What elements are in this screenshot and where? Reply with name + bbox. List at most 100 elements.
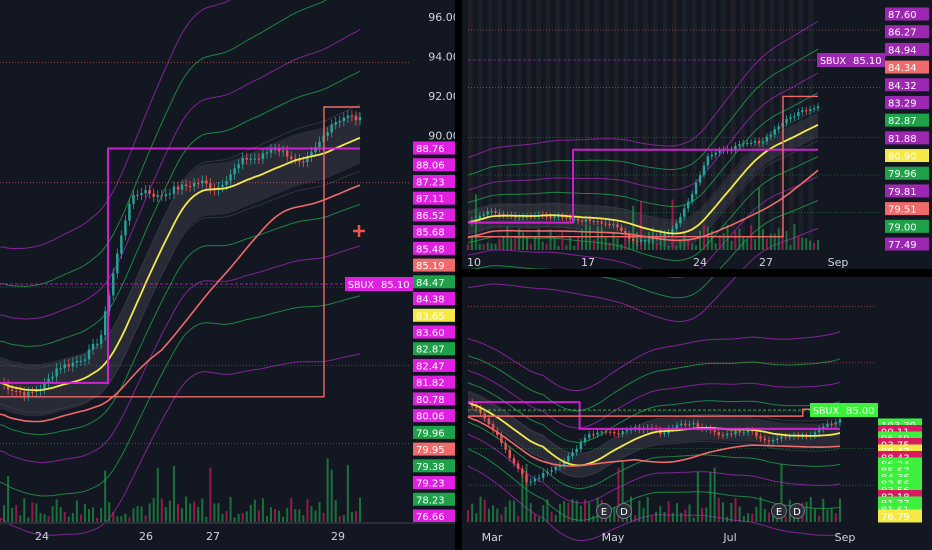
volume-bar xyxy=(573,245,576,250)
candle-body xyxy=(813,432,817,436)
level-label-text: 79.96 xyxy=(416,428,445,439)
candle-body xyxy=(838,419,842,423)
volume-bar xyxy=(680,512,683,522)
volume-bar xyxy=(643,240,646,250)
band-upper-line xyxy=(467,331,841,392)
band-upper-line xyxy=(0,70,361,347)
volume-bar xyxy=(718,234,721,250)
candle-body xyxy=(604,223,607,225)
candle-body xyxy=(631,238,635,241)
volume-bar xyxy=(160,498,163,522)
band-upper-line xyxy=(0,29,361,320)
x-tick-label: 24 xyxy=(693,256,707,269)
level-label-text: 83.29 xyxy=(888,98,917,109)
candle-body xyxy=(592,434,595,436)
volume-bar xyxy=(550,511,553,522)
level-label-box xyxy=(885,131,929,145)
band-upper-line xyxy=(467,48,819,176)
volume-bar xyxy=(577,236,580,250)
candle-body xyxy=(788,436,792,438)
event-marker-circle[interactable] xyxy=(789,503,805,519)
candle-body xyxy=(192,183,196,187)
volume-bar xyxy=(253,499,256,522)
event-marker: E xyxy=(596,503,612,519)
volume-bar xyxy=(571,499,574,522)
volume-bar xyxy=(144,515,147,522)
volume-bar xyxy=(23,498,26,522)
volume-bar xyxy=(734,497,737,522)
band-lower-line xyxy=(0,203,361,436)
level-label-text: 84.47 xyxy=(416,278,445,289)
volume-bar xyxy=(826,509,829,522)
volume-bar xyxy=(684,509,687,522)
session-shade xyxy=(506,0,512,250)
volume-bar xyxy=(612,233,615,250)
volume-bar xyxy=(467,510,469,522)
candle-body xyxy=(702,165,706,175)
candle-body xyxy=(671,229,674,233)
volume-bar xyxy=(261,498,264,522)
band-lower-line xyxy=(0,353,361,536)
candle-body xyxy=(19,391,22,393)
volume-bar xyxy=(478,244,481,250)
volume-bar xyxy=(705,507,708,522)
level-label-box xyxy=(885,113,929,127)
candle-body xyxy=(140,193,143,196)
candle-body xyxy=(43,383,46,390)
volume-bar xyxy=(683,232,686,250)
band-lower-line xyxy=(467,227,819,322)
volume-bar xyxy=(205,516,208,522)
volume-bar xyxy=(3,505,6,522)
candle-body xyxy=(533,478,537,482)
volume-bar xyxy=(675,503,678,522)
ma-salmon-line xyxy=(0,184,361,423)
volume-bar xyxy=(334,500,337,522)
session-shade xyxy=(613,0,619,250)
step-line-magenta xyxy=(0,147,360,384)
volume-bar xyxy=(785,230,788,250)
session-shade xyxy=(565,0,571,250)
candle-body xyxy=(14,390,18,392)
level-label-text: 81.82 xyxy=(416,378,445,389)
candle-body xyxy=(164,194,168,197)
band-upper-line xyxy=(467,72,819,191)
candle-body xyxy=(793,116,796,118)
level-label-text: 80.78 xyxy=(416,395,445,406)
volume-bar xyxy=(181,508,184,522)
level-label-box xyxy=(885,60,929,74)
level-label-text: 79.38 xyxy=(416,462,445,473)
candle-body xyxy=(249,158,252,160)
event-marker-circle[interactable] xyxy=(596,503,612,519)
candle-body xyxy=(277,149,281,152)
volume-bar xyxy=(475,513,478,522)
candle-body xyxy=(675,223,678,230)
level-label-text: 79.96 xyxy=(888,169,917,180)
session-shade xyxy=(652,0,658,250)
price-label: SBUX 85.00 xyxy=(468,403,878,417)
candle-body xyxy=(160,195,163,197)
candle-body xyxy=(725,433,729,436)
event-marker-circle[interactable] xyxy=(771,503,787,519)
candle-body xyxy=(694,182,698,195)
volume-bar xyxy=(659,506,662,522)
candle-body xyxy=(765,136,769,142)
volume-bar xyxy=(245,511,248,522)
candle-body xyxy=(592,221,596,223)
candle-body xyxy=(241,157,244,165)
crosshair-icon[interactable] xyxy=(353,225,365,237)
price-value-box xyxy=(378,277,413,291)
band-upper-line xyxy=(467,369,841,429)
event-marker-circle[interactable] xyxy=(616,503,632,519)
volume-bar xyxy=(100,508,103,522)
volume-bar xyxy=(492,505,495,522)
x-tick-label: Jul xyxy=(722,531,736,544)
candle-body xyxy=(225,181,228,186)
candle-body xyxy=(698,174,702,183)
volume-bar xyxy=(290,498,293,522)
level-label: 82.87 xyxy=(885,113,929,127)
session-shade xyxy=(749,0,755,250)
candle-body xyxy=(553,217,556,219)
band-fill xyxy=(0,111,360,417)
volume-bar xyxy=(0,517,1,522)
candle-body xyxy=(172,186,176,194)
